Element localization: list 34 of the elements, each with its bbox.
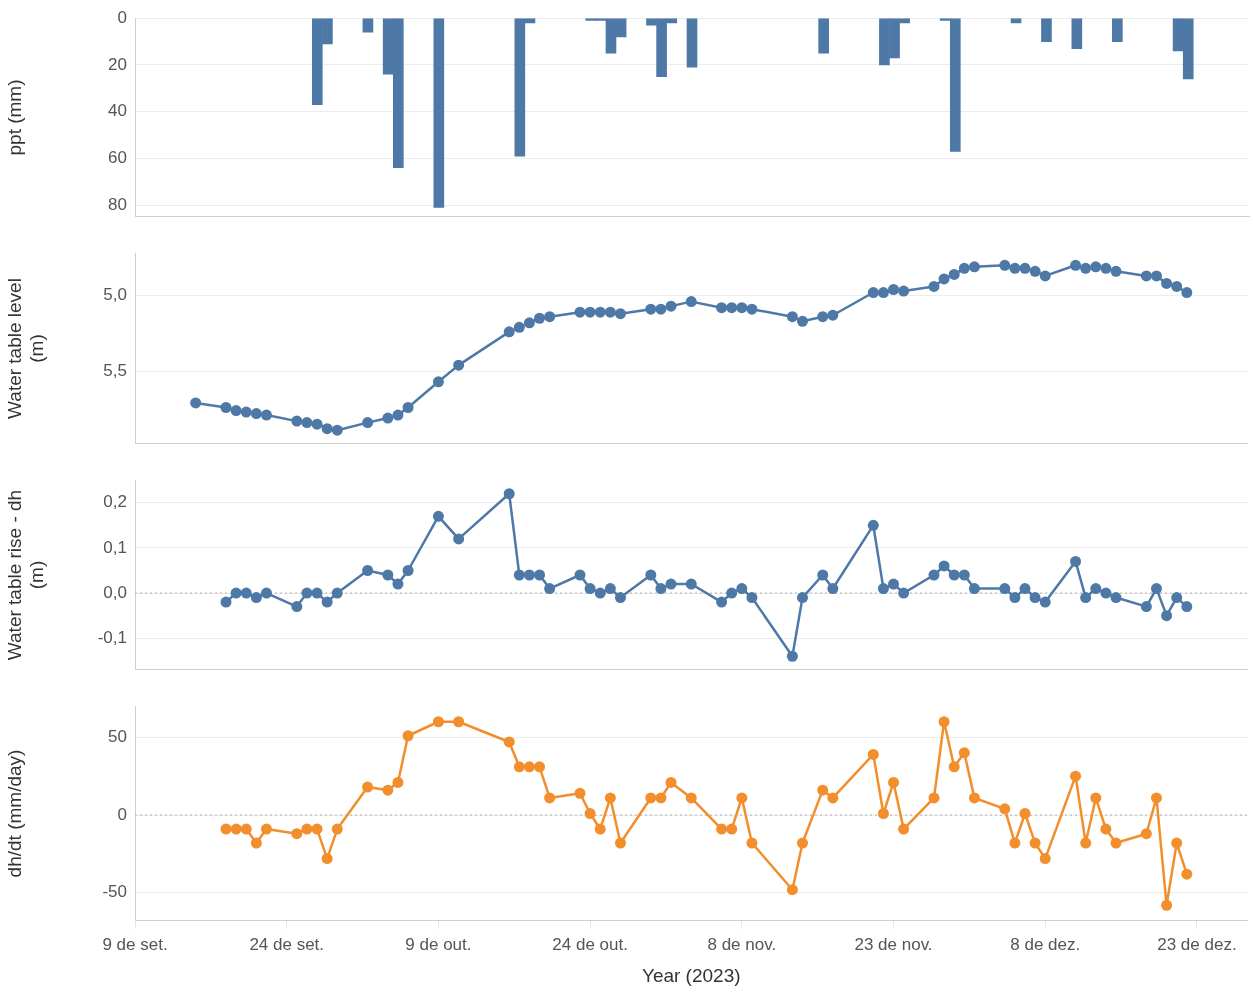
x-tick-label: 24 de set. <box>249 934 325 954</box>
x-tick-label: 9 de out. <box>405 934 472 954</box>
x-tick-label: 8 de nov. <box>707 934 777 954</box>
x-tick-label: 23 de nov. <box>854 934 933 954</box>
y-axis-title: dh/dt (mm/day) <box>3 749 25 878</box>
bar <box>818 18 829 54</box>
bar <box>362 18 374 33</box>
y-axis-title: ppt (mm) <box>3 79 25 156</box>
bar <box>686 18 698 68</box>
x-axis-title: Year (2023) <box>641 964 741 986</box>
x-tick-label: 24 de out. <box>552 934 628 954</box>
y-tick-label: -0,1 <box>97 627 127 647</box>
bar <box>433 18 445 208</box>
y-tick-label: 40 <box>108 101 127 121</box>
y-tick-label: 50 <box>108 726 127 746</box>
y-tick-label: -50 <box>102 882 127 902</box>
y-tick-label: 0 <box>117 7 127 27</box>
y-tick-label: 20 <box>108 54 127 74</box>
bar <box>1041 18 1052 42</box>
y-tick-label: 5,5 <box>103 360 127 380</box>
x-tick-label: 23 de dez. <box>1157 934 1237 954</box>
y-axis-title: Water table level (m) <box>3 278 48 419</box>
x-tick-label: 8 de dez. <box>1010 934 1081 954</box>
y-tick-label: 0,1 <box>103 537 127 557</box>
y-tick-label: 60 <box>108 148 127 168</box>
y-tick-label: 0,0 <box>103 582 127 602</box>
y-axis-title: Water table rise - dh (m) <box>3 489 48 661</box>
bar <box>1071 18 1083 49</box>
y-tick-label: 80 <box>108 194 127 214</box>
y-tick-label: 0 <box>117 804 127 824</box>
bar <box>1112 18 1123 42</box>
y-tick-label: 0,2 <box>103 492 127 512</box>
x-tick-label: 9 de set. <box>102 934 168 954</box>
y-tick-label: 5,0 <box>103 285 127 305</box>
